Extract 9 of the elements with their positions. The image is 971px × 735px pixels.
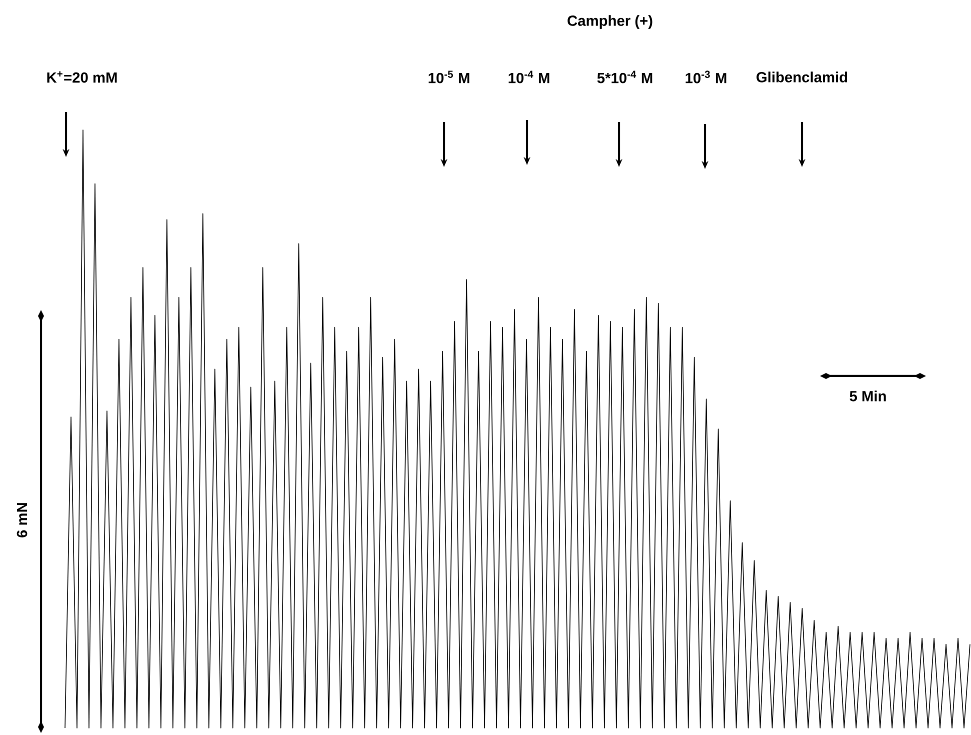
text: 10$^{-3}$ M bbox=[686, 70, 726, 84]
text: 10$^{-5}$ M bbox=[428, 70, 470, 84]
text: 10$^{-4}$ M bbox=[508, 70, 550, 84]
text: K$^{+}$=20 mM bbox=[47, 71, 117, 83]
text: Campher (+) bbox=[568, 15, 652, 29]
text: Glibenclamid bbox=[756, 72, 848, 82]
text: 5*10$^{-4}$ M bbox=[597, 70, 652, 84]
annotation: 5 Min bbox=[850, 390, 886, 402]
text: 6 mN bbox=[16, 503, 28, 538]
